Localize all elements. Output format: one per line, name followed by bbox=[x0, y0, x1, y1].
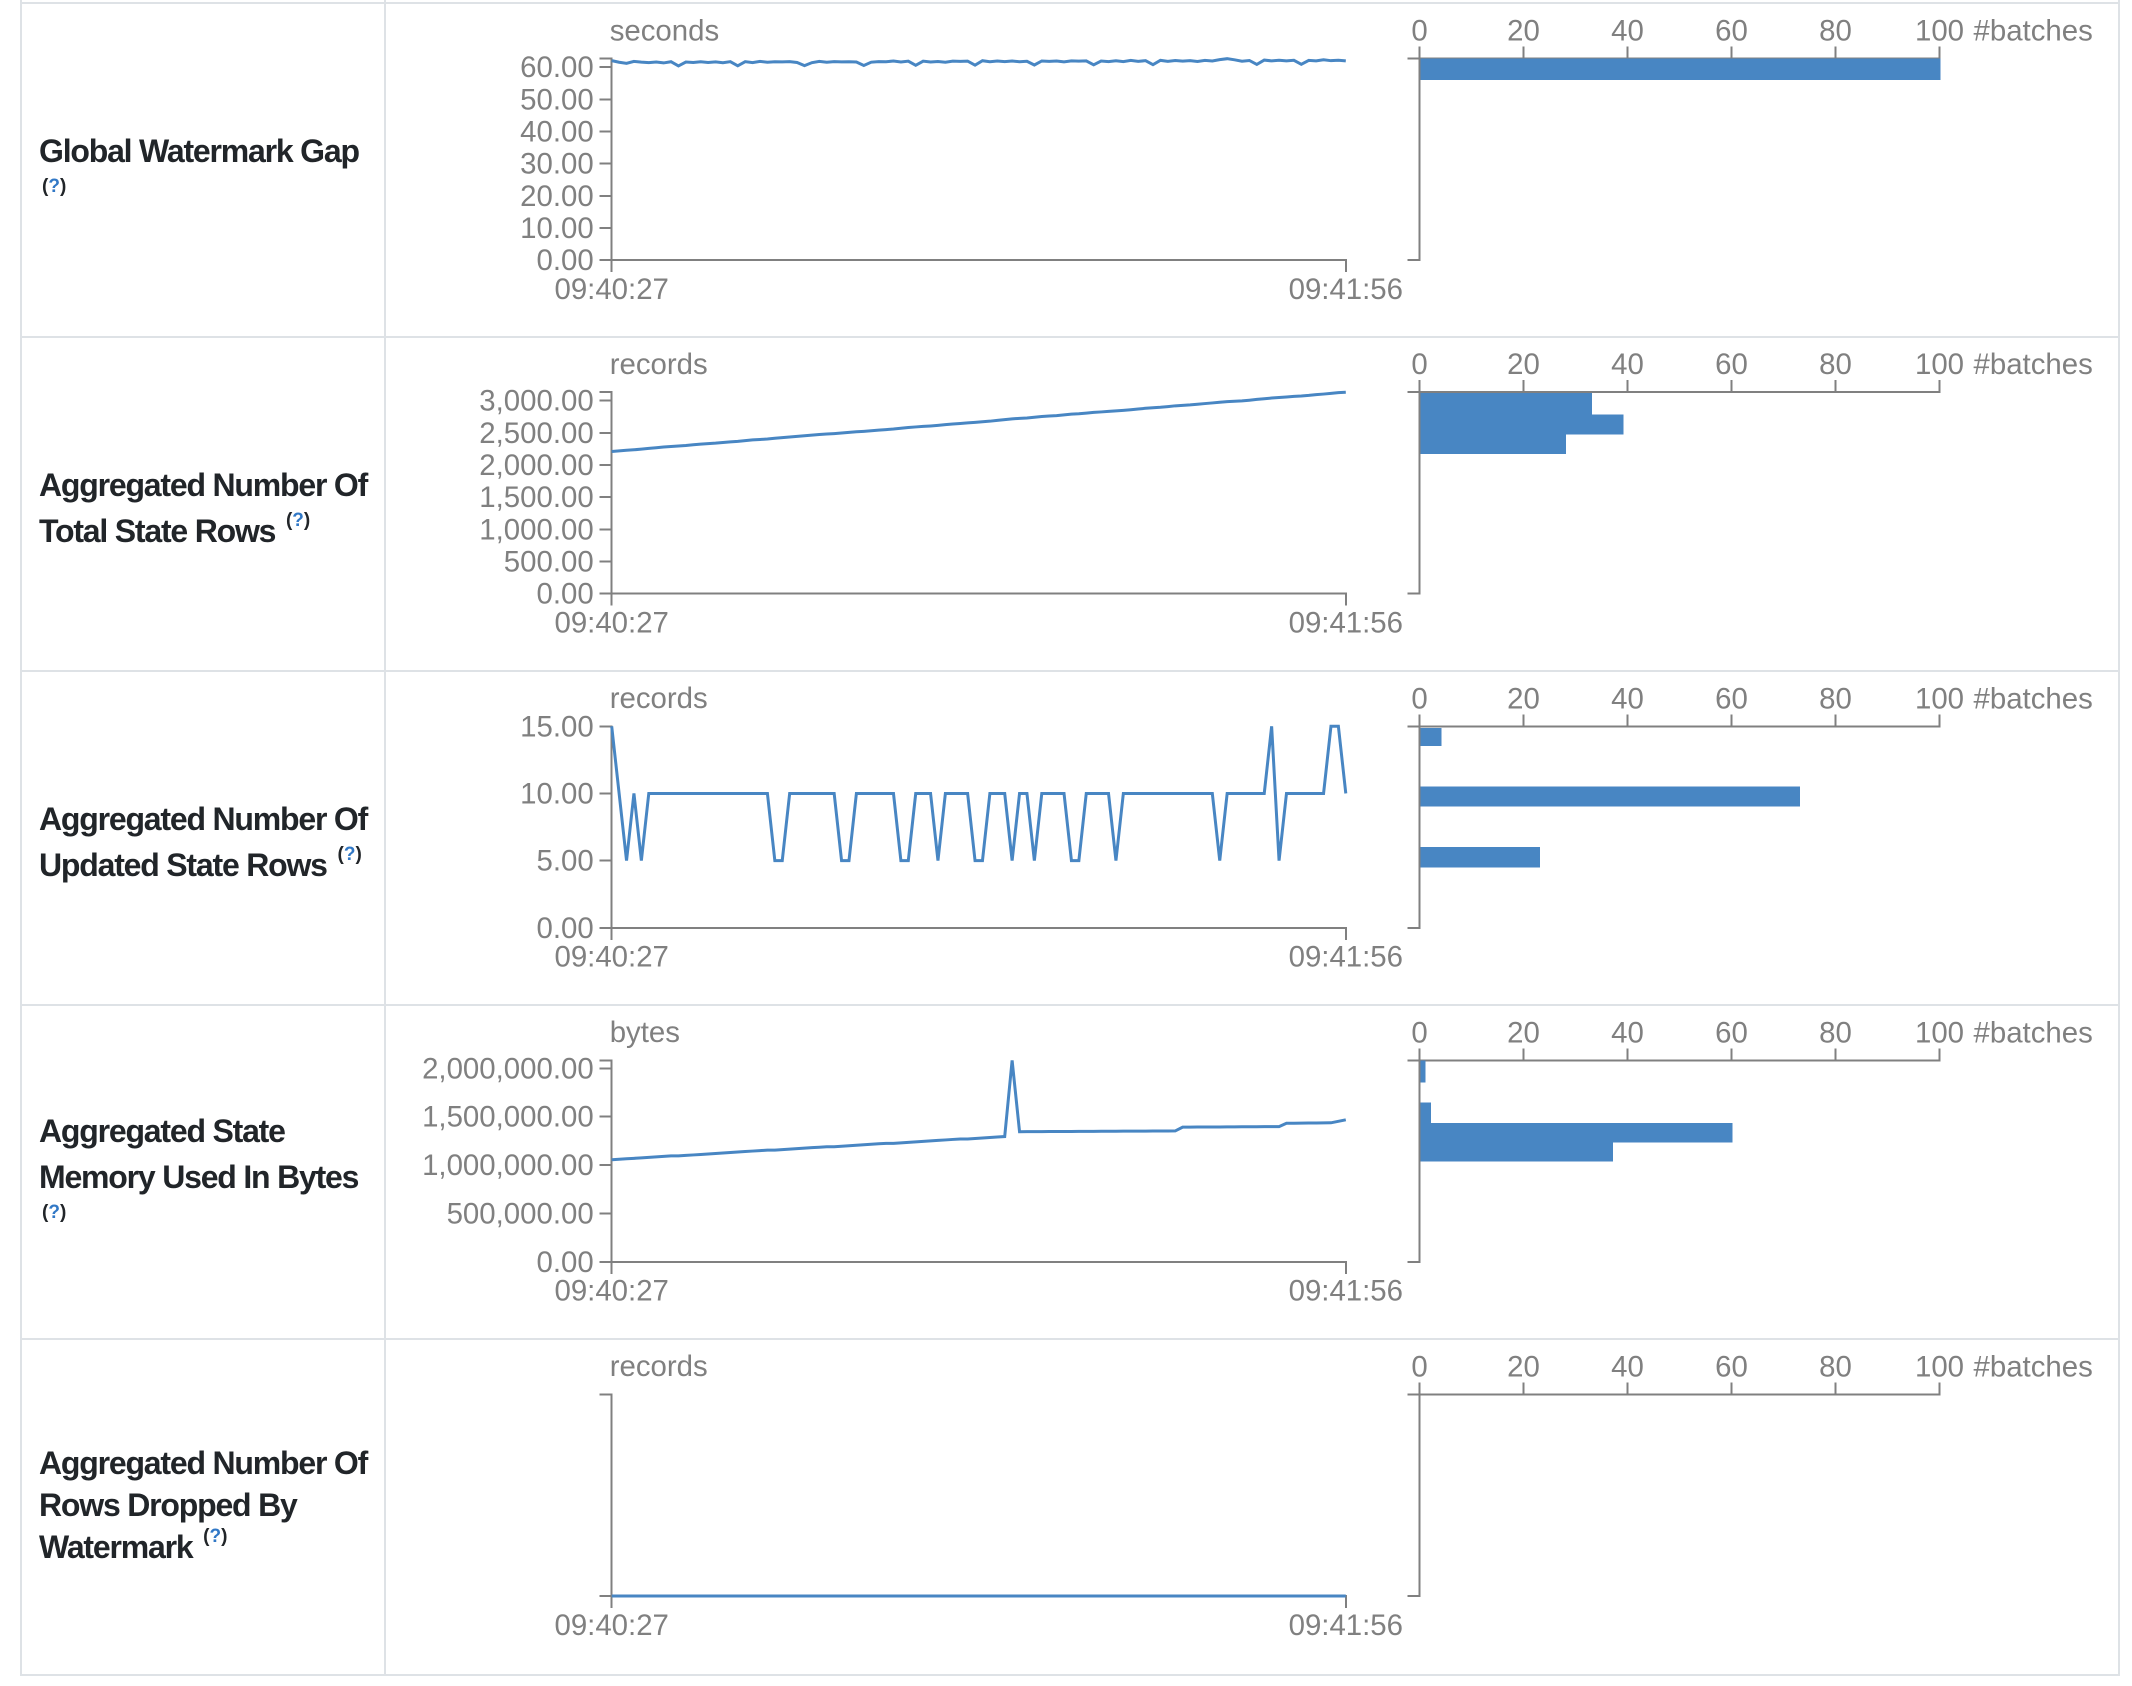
svg-text:records: records bbox=[610, 1350, 708, 1383]
svg-text:20: 20 bbox=[1507, 1351, 1540, 1384]
svg-text:0: 0 bbox=[1411, 1351, 1427, 1384]
svg-text:40: 40 bbox=[1611, 682, 1644, 715]
svg-text:100: 100 bbox=[1915, 1016, 1964, 1049]
svg-text:09:41:56: 09:41:56 bbox=[1289, 607, 1403, 640]
svg-text:#batches: #batches bbox=[1974, 1351, 2093, 1384]
svg-text:60: 60 bbox=[1715, 682, 1748, 715]
svg-text:100: 100 bbox=[1915, 15, 1964, 48]
svg-text:2,000.00: 2,000.00 bbox=[479, 449, 593, 482]
svg-text:10.00: 10.00 bbox=[520, 212, 594, 245]
svg-text:1,500,000.00: 1,500,000.00 bbox=[422, 1101, 594, 1134]
svg-text:80: 80 bbox=[1819, 1351, 1852, 1384]
svg-text:#batches: #batches bbox=[1974, 348, 2093, 381]
svg-text:2,000,000.00: 2,000,000.00 bbox=[422, 1052, 594, 1085]
svg-text:80: 80 bbox=[1819, 1016, 1852, 1049]
svg-text:0.00: 0.00 bbox=[536, 578, 593, 611]
svg-text:10.00: 10.00 bbox=[520, 777, 594, 810]
svg-text:20: 20 bbox=[1507, 15, 1540, 48]
svg-text:60.00: 60.00 bbox=[520, 51, 594, 84]
svg-text:80: 80 bbox=[1819, 348, 1852, 381]
svg-text:40: 40 bbox=[1611, 1351, 1644, 1384]
svg-text:0: 0 bbox=[1411, 15, 1427, 48]
svg-text:09:41:56: 09:41:56 bbox=[1289, 941, 1403, 974]
svg-text:09:40:27: 09:40:27 bbox=[554, 273, 668, 306]
svg-text:1,500.00: 1,500.00 bbox=[479, 481, 593, 514]
svg-text:500.00: 500.00 bbox=[504, 546, 594, 579]
svg-text:80: 80 bbox=[1819, 15, 1852, 48]
svg-text:20: 20 bbox=[1507, 1016, 1540, 1049]
svg-text:5.00: 5.00 bbox=[536, 845, 593, 878]
svg-text:#batches: #batches bbox=[1974, 682, 2093, 715]
svg-text:records: records bbox=[610, 682, 708, 715]
svg-text:0.00: 0.00 bbox=[536, 244, 593, 277]
svg-text:20: 20 bbox=[1507, 348, 1540, 381]
svg-text:60: 60 bbox=[1715, 15, 1748, 48]
svg-text:0: 0 bbox=[1411, 1016, 1427, 1049]
svg-text:50.00: 50.00 bbox=[520, 83, 594, 116]
svg-text:20: 20 bbox=[1507, 682, 1540, 715]
svg-text:seconds: seconds bbox=[610, 14, 719, 47]
svg-text:09:40:27: 09:40:27 bbox=[554, 1609, 668, 1642]
svg-text:records: records bbox=[610, 348, 708, 381]
svg-text:500,000.00: 500,000.00 bbox=[447, 1198, 594, 1231]
svg-text:60: 60 bbox=[1715, 1016, 1748, 1049]
svg-text:100: 100 bbox=[1915, 348, 1964, 381]
svg-text:0: 0 bbox=[1411, 348, 1427, 381]
svg-text:bytes: bytes bbox=[610, 1016, 680, 1049]
svg-text:60: 60 bbox=[1715, 1351, 1748, 1384]
svg-text:40: 40 bbox=[1611, 348, 1644, 381]
svg-text:09:40:27: 09:40:27 bbox=[554, 607, 668, 640]
svg-text:0.00: 0.00 bbox=[536, 1246, 593, 1279]
svg-text:09:41:56: 09:41:56 bbox=[1289, 273, 1403, 306]
svg-text:1,000.00: 1,000.00 bbox=[479, 513, 593, 546]
svg-text:0: 0 bbox=[1411, 682, 1427, 715]
svg-text:0.00: 0.00 bbox=[536, 912, 593, 945]
svg-text:09:40:27: 09:40:27 bbox=[554, 941, 668, 974]
svg-text:100: 100 bbox=[1915, 1351, 1964, 1384]
svg-text:15.00: 15.00 bbox=[520, 710, 594, 743]
svg-text:40: 40 bbox=[1611, 15, 1644, 48]
svg-text:30.00: 30.00 bbox=[520, 148, 594, 181]
svg-text:40.00: 40.00 bbox=[520, 115, 594, 148]
svg-text:100: 100 bbox=[1915, 682, 1964, 715]
svg-text:1,000,000.00: 1,000,000.00 bbox=[422, 1149, 594, 1182]
svg-text:3,000.00: 3,000.00 bbox=[479, 385, 593, 418]
svg-text:20.00: 20.00 bbox=[520, 180, 594, 213]
svg-text:09:41:56: 09:41:56 bbox=[1289, 1609, 1403, 1642]
svg-text:2,500.00: 2,500.00 bbox=[479, 417, 593, 450]
svg-text:09:40:27: 09:40:27 bbox=[554, 1275, 668, 1308]
svg-text:60: 60 bbox=[1715, 348, 1748, 381]
svg-text:#batches: #batches bbox=[1974, 1016, 2093, 1049]
svg-text:80: 80 bbox=[1819, 682, 1852, 715]
svg-text:40: 40 bbox=[1611, 1016, 1644, 1049]
svg-text:#batches: #batches bbox=[1974, 15, 2093, 48]
svg-text:09:41:56: 09:41:56 bbox=[1289, 1275, 1403, 1308]
